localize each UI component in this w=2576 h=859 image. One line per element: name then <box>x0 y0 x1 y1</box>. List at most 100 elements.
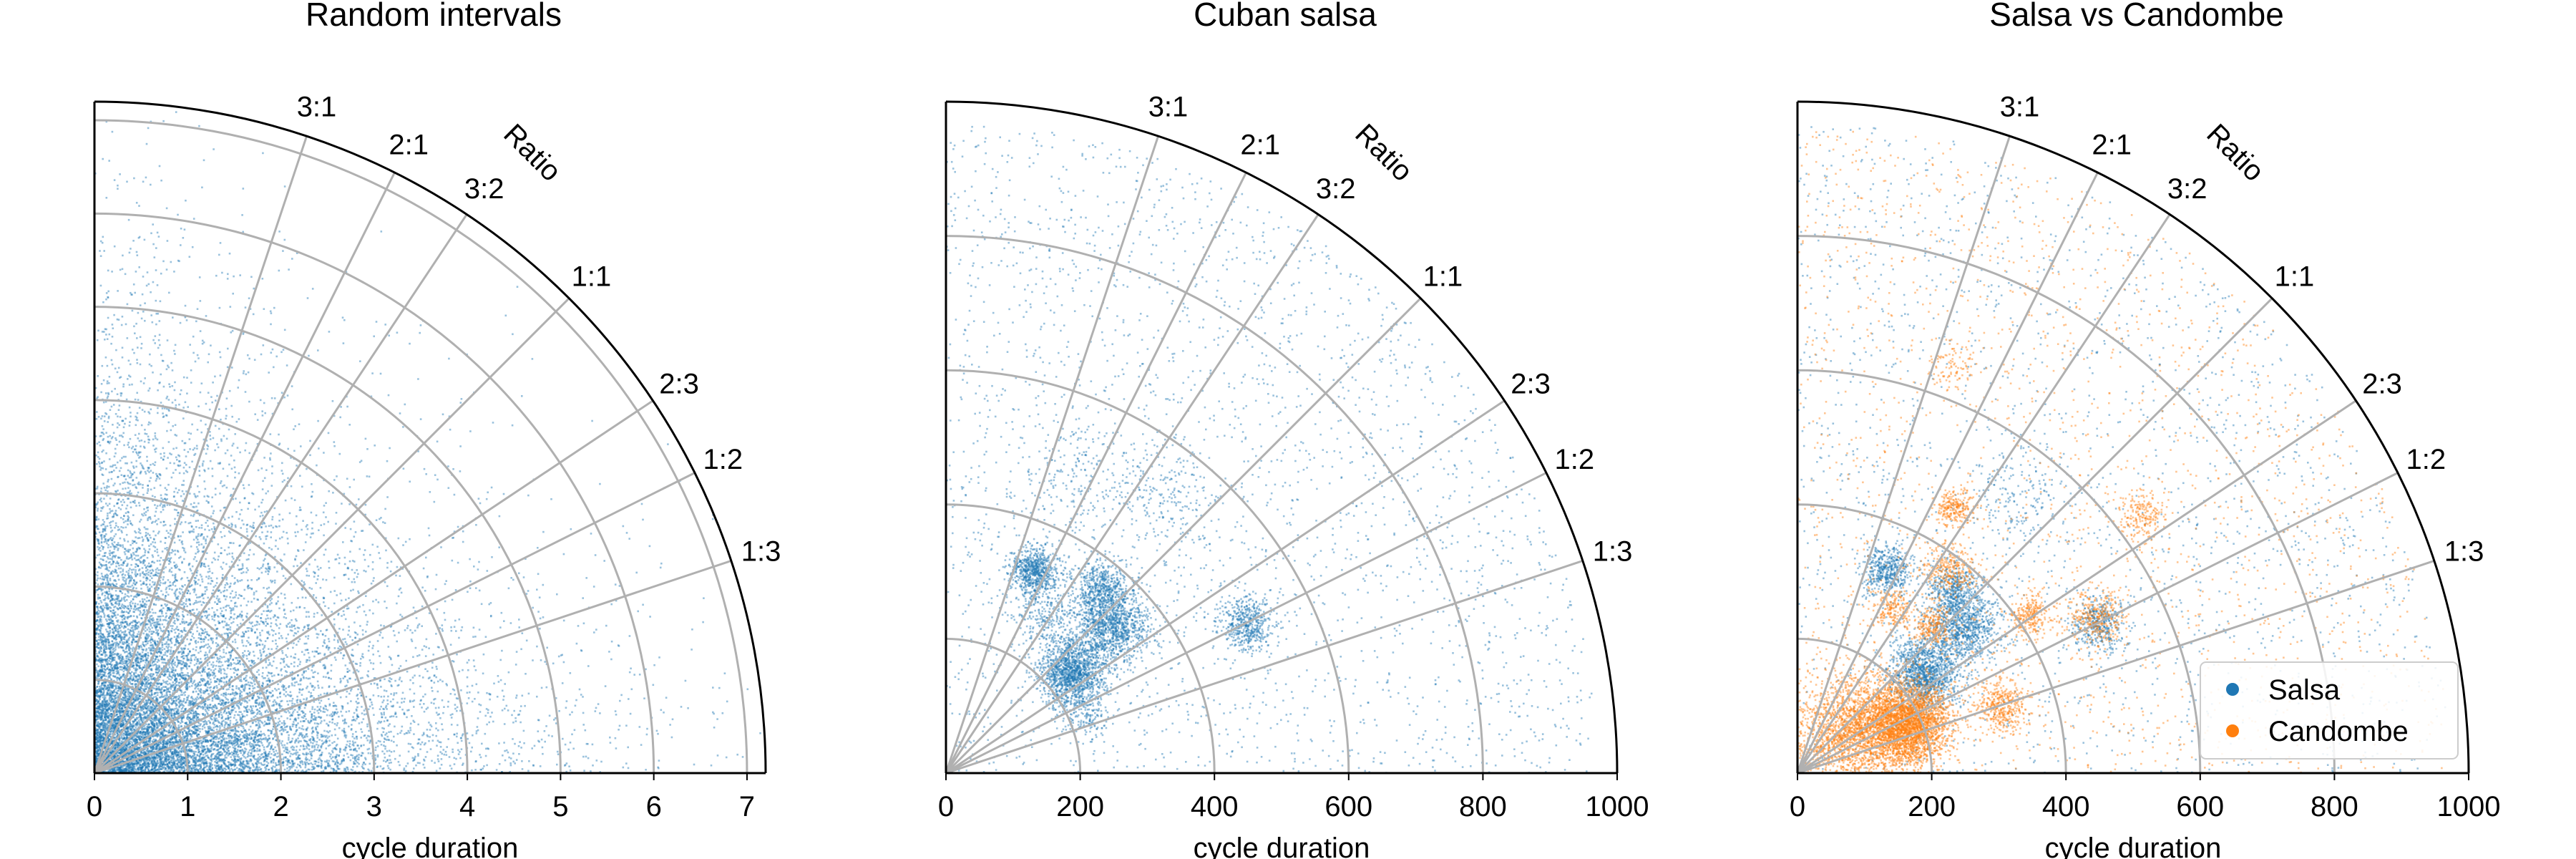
scatter-point-series1 <box>97 624 99 626</box>
scatter-point-series1 <box>215 735 218 738</box>
scatter-point-series1 <box>298 727 301 729</box>
scatter-point-series1 <box>137 709 140 712</box>
scatter-point-series1 <box>376 755 379 758</box>
scatter-point-series1 <box>444 583 447 586</box>
scatter-point-series1 <box>97 528 99 530</box>
scatter-point-series1 <box>101 611 103 613</box>
scatter-point-series1 <box>95 738 98 741</box>
scatter-point-series1 <box>365 595 367 597</box>
scatter-point-series1 <box>297 717 300 719</box>
scatter-point-series1 <box>328 698 330 700</box>
scatter-point-series1 <box>290 610 292 613</box>
scatter-point-series1 <box>799 234 801 236</box>
scatter-point-series1 <box>137 346 139 349</box>
scatter-point-series1 <box>223 749 225 752</box>
scatter-point-series1 <box>97 456 99 458</box>
scatter-point-series1 <box>562 661 565 664</box>
scatter-point-series1 <box>153 723 156 726</box>
scatter-point-series1 <box>384 678 386 681</box>
scatter-point-series1 <box>112 484 114 487</box>
scatter-point-series1 <box>221 744 223 747</box>
scatter-point-series1 <box>200 661 203 664</box>
scatter-point-series1 <box>141 598 144 601</box>
scatter-point-series1 <box>189 592 191 595</box>
scatter-point-series1 <box>99 690 102 693</box>
scatter-point-series1 <box>264 752 266 754</box>
scatter-point-series1 <box>114 754 116 757</box>
scatter-point-series1 <box>258 722 260 724</box>
scatter-point-series1 <box>210 647 213 649</box>
scatter-point-series1 <box>241 719 243 721</box>
scatter-point-series1 <box>198 632 200 635</box>
scatter-point-series1 <box>107 631 109 633</box>
scatter-point-series1 <box>441 413 444 416</box>
scatter-point-series1 <box>169 691 171 693</box>
scatter-point-series1 <box>208 671 210 674</box>
scatter-point-series1 <box>157 689 160 691</box>
scatter-point-series1 <box>384 747 386 750</box>
scatter-point-series1 <box>260 467 263 470</box>
scatter-point-series1 <box>240 676 242 678</box>
scatter-point-series1 <box>139 520 141 523</box>
scatter-point-series1 <box>122 578 125 581</box>
scatter-point-series1 <box>321 720 323 722</box>
scatter-point-series1 <box>336 553 339 556</box>
scatter-point-series1 <box>304 713 307 715</box>
scatter-point-series1 <box>180 389 182 392</box>
scatter-point-series1 <box>169 653 172 655</box>
scatter-point-series1 <box>126 94 128 97</box>
scatter-point-series1 <box>246 761 249 764</box>
scatter-point-series1 <box>167 607 169 609</box>
scatter-point-series1 <box>101 688 103 690</box>
scatter-point-series1 <box>210 583 212 585</box>
scatter-point-series1 <box>99 748 101 751</box>
scatter-point-series1 <box>467 591 469 593</box>
scatter-point-series1 <box>305 616 308 618</box>
scatter-point-series1 <box>165 646 168 648</box>
scatter-point-series1 <box>250 759 253 762</box>
scatter-point-series1 <box>132 479 135 481</box>
scatter-point-series1 <box>247 508 249 510</box>
scatter-point-series1 <box>287 760 289 762</box>
scatter-point-series1 <box>106 556 109 558</box>
scatter-point-series1 <box>105 452 107 455</box>
scatter-point-series1 <box>321 686 323 689</box>
scatter-point-series1 <box>140 687 142 689</box>
scatter-point-series1 <box>99 611 102 613</box>
scatter-point-series1 <box>258 669 260 671</box>
scatter-point-series1 <box>112 327 114 329</box>
scatter-point-series1 <box>203 495 205 498</box>
scatter-point-series1 <box>340 651 342 654</box>
scatter-point-series1 <box>387 695 389 698</box>
scatter-point-series1 <box>107 480 109 482</box>
scatter-point-series1 <box>107 646 110 649</box>
scatter-point-series1 <box>217 615 219 617</box>
scatter-point-series1 <box>295 535 297 538</box>
scatter-point-series1 <box>346 605 348 607</box>
scatter-point-series1 <box>122 747 124 749</box>
scatter-point-series1 <box>363 610 366 613</box>
scatter-point-series1 <box>261 565 264 568</box>
scatter-point-series1 <box>203 563 205 565</box>
scatter-point-series1 <box>380 517 382 519</box>
scatter-point-series1 <box>104 655 107 658</box>
scatter-point-series1 <box>94 687 97 689</box>
scatter-point-series1 <box>224 584 227 586</box>
scatter-point-series1 <box>710 765 713 767</box>
scatter-point-series1 <box>172 583 174 586</box>
scatter-point-series1 <box>187 756 190 759</box>
scatter-point-series1 <box>290 655 292 658</box>
scatter-point-series1 <box>269 459 271 461</box>
scatter-point-series1 <box>168 291 170 294</box>
scatter-point-series1 <box>308 586 311 589</box>
scatter-point-series1 <box>192 538 195 541</box>
scatter-point-series1 <box>228 546 230 549</box>
scatter-point-series1 <box>403 712 406 715</box>
scatter-point-series1 <box>157 532 160 535</box>
scatter-point-series1 <box>185 722 187 724</box>
scatter-point-series1 <box>436 478 439 481</box>
scatter-point-series1 <box>240 757 243 759</box>
scatter-point-series1 <box>94 506 97 508</box>
scatter-point-series1 <box>198 475 201 477</box>
